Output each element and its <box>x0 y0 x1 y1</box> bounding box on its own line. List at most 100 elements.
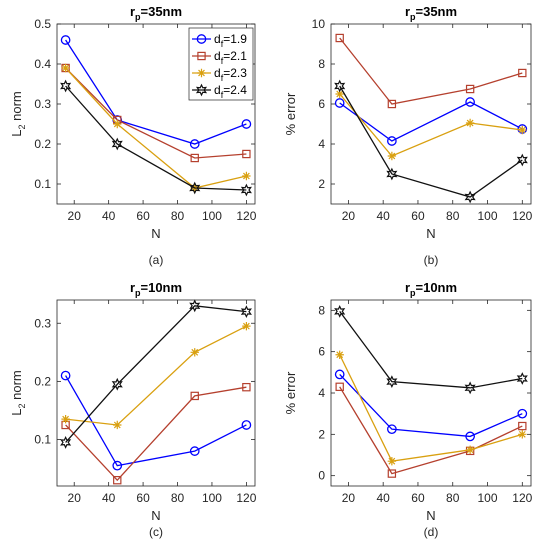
series-2 <box>335 89 527 161</box>
panel-title-base: r <box>405 4 410 19</box>
data-point <box>112 460 123 471</box>
y-tick-label: 10 <box>312 17 326 31</box>
data-point <box>518 68 527 78</box>
y-tick-label: 4 <box>318 137 325 151</box>
data-point <box>465 84 475 94</box>
y-tick-label: 6 <box>318 97 325 111</box>
legend-entry: df=2.4 <box>192 83 247 100</box>
x-tick-label: 20 <box>68 209 82 223</box>
data-point <box>242 149 251 159</box>
series-line <box>65 325 247 426</box>
data-point <box>465 97 475 107</box>
y-axis-label-base: % error <box>283 92 298 135</box>
y-axis-label-group: % error <box>283 371 298 414</box>
data-point <box>387 424 397 435</box>
data-point <box>335 33 344 43</box>
data-point <box>111 137 123 151</box>
data-point <box>241 119 252 129</box>
y-tick-label: 4 <box>318 386 325 400</box>
panel-title-sub: p <box>410 288 416 298</box>
panel-1: 20 40 60 80 100 120 2 4 6 8 10 N % error rp=35nm (b) <box>283 4 533 267</box>
data-point <box>113 119 122 129</box>
panel-title-rest: =35nm <box>416 4 458 19</box>
data-point <box>465 118 475 128</box>
data-point <box>240 305 252 319</box>
x-tick-label: 20 <box>68 491 82 505</box>
y-axis-label-group: % error <box>283 92 298 135</box>
legend-label-base: d <box>214 32 221 46</box>
x-tick-label: 40 <box>102 491 116 505</box>
legend-label-sub: f <box>221 73 224 83</box>
plot-area <box>56 299 256 487</box>
y-tick-label: 0.2 <box>34 137 51 151</box>
data-point <box>60 370 71 381</box>
legend-label-sub: f <box>221 90 224 100</box>
data-point <box>242 171 251 181</box>
series-1 <box>335 33 527 109</box>
y-tick-label: 0.3 <box>34 97 51 111</box>
data-point <box>111 377 123 391</box>
data-point <box>465 431 475 442</box>
legend-label-base: d <box>214 66 221 80</box>
data-point <box>386 375 398 389</box>
data-point <box>189 181 201 195</box>
x-tick-label: 80 <box>446 209 460 223</box>
panel-title: rp=35nm <box>405 4 457 22</box>
plot-area <box>330 299 532 487</box>
data-point <box>387 151 397 161</box>
legend-label-sub: f <box>221 56 224 66</box>
y-axis-label-base: L <box>9 130 24 137</box>
series-line <box>65 67 247 159</box>
legend-label-rest: =2.4 <box>223 83 247 97</box>
series-line <box>339 386 523 475</box>
x-axis-label: N <box>151 226 160 241</box>
y-axis-label-sub: 2 <box>17 124 27 129</box>
y-tick-label: 0.1 <box>34 433 51 447</box>
x-tick-label: 60 <box>411 209 425 223</box>
x-tick-label: 20 <box>342 209 356 223</box>
y-axis-label-base: L <box>9 409 24 416</box>
data-point <box>465 445 475 455</box>
x-tick-label: 60 <box>411 491 425 505</box>
y-axis-label: L2 norm <box>9 370 27 415</box>
data-point <box>387 469 397 478</box>
y-tick-label: 0.1 <box>34 177 51 191</box>
data-point <box>464 190 476 204</box>
data-point <box>189 139 200 149</box>
legend-marker <box>195 83 208 97</box>
x-tick-label: 120 <box>236 209 256 223</box>
panel-title: rp=10nm <box>405 280 457 298</box>
data-point <box>189 299 201 313</box>
legend-label: df=1.9 <box>214 32 247 49</box>
series-line <box>65 386 247 482</box>
data-point <box>387 99 397 109</box>
x-tick-label: 40 <box>376 209 390 223</box>
panel-letter: (b) <box>424 253 439 267</box>
x-tick-label: 60 <box>136 209 150 223</box>
series-line <box>339 101 523 142</box>
x-tick-label: 100 <box>202 491 222 505</box>
series-line <box>65 85 247 191</box>
data-point <box>241 420 252 430</box>
x-tick-label: 60 <box>136 491 150 505</box>
legend-label-base: d <box>214 83 221 97</box>
legend-label: df=2.3 <box>214 66 247 83</box>
y-axis-label-group: L2 norm <box>9 370 27 415</box>
series-2 <box>61 321 251 430</box>
y-axis-label-base: % error <box>283 371 298 414</box>
x-axis-label: N <box>151 508 160 523</box>
panel-title-base: r <box>130 280 135 295</box>
legend-label-rest: =2.3 <box>223 66 247 80</box>
legend-label-base: d <box>214 49 221 63</box>
y-tick-label: 0.4 <box>34 57 51 71</box>
data-point <box>464 381 476 395</box>
data-point <box>518 430 527 439</box>
legend-label: df=2.4 <box>214 83 247 100</box>
x-axis-label: N <box>426 226 435 241</box>
series-3 <box>334 79 528 204</box>
y-tick-label: 0.5 <box>34 17 51 31</box>
y-tick-label: 0 <box>318 469 325 483</box>
x-tick-label: 120 <box>512 209 532 223</box>
data-point <box>189 446 200 456</box>
